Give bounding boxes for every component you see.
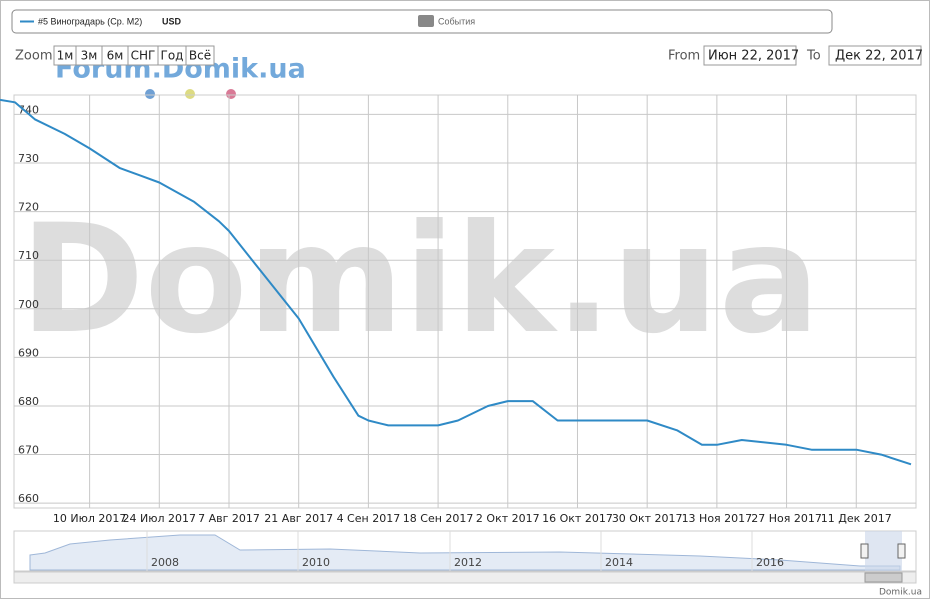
navigator-year: 2012: [454, 556, 482, 569]
to-value: Дек 22, 2017: [835, 49, 923, 64]
navigator-handle[interactable]: [897, 543, 906, 559]
to-input[interactable]: [828, 45, 922, 66]
y-tick-label: 680: [18, 395, 39, 408]
y-tick-label: 700: [18, 298, 39, 311]
scrollbar[interactable]: [13, 571, 917, 584]
from-label: From: [668, 49, 700, 64]
events-swatch: [418, 15, 434, 27]
dot: [145, 89, 155, 99]
x-tick-label: 4 Сен 2017: [337, 512, 401, 525]
x-tick-label: 21 Авг 2017: [264, 512, 333, 525]
y-tick-label: 720: [18, 201, 39, 214]
from-value: Июн 22, 2017: [708, 49, 799, 64]
credit[interactable]: Domik.ua: [879, 588, 922, 598]
legend-events[interactable]: События: [438, 16, 475, 26]
x-tick-label: 18 Сен 2017: [403, 512, 474, 525]
from-input[interactable]: [703, 45, 797, 66]
scrollbar-thumb[interactable]: [864, 572, 903, 583]
legend-currency: USD: [162, 16, 182, 26]
navigator-handle[interactable]: [860, 543, 869, 559]
to-label: To: [806, 49, 821, 64]
x-tick-label: 11 Дек 2017: [821, 512, 892, 525]
y-tick-label: 660: [18, 492, 39, 505]
y-tick-label: 730: [18, 152, 39, 165]
zoom-button-label: Всё: [189, 49, 211, 63]
zoom-button[interactable]: [185, 45, 215, 66]
x-tick-label: 27 Ноя 2017: [751, 512, 822, 525]
x-tick-label: 16 Окт 2017: [542, 512, 613, 525]
dot: [185, 89, 195, 99]
watermark: Domik.ua: [20, 193, 820, 367]
plot-area: [13, 94, 917, 509]
zoom-label: Zoom: [15, 49, 52, 64]
y-tick-label: 670: [18, 444, 39, 457]
dot: [226, 89, 236, 99]
x-tick-label: 7 Авг 2017: [198, 512, 260, 525]
legend-entry[interactable]: #5 Виноградарь (Ср. М2): [38, 16, 142, 26]
y-tick-label: 710: [18, 249, 39, 262]
y-tick-label: 740: [18, 103, 39, 116]
zoom-button-label: 3м: [81, 49, 98, 63]
zoom-button-label: 6м: [107, 49, 124, 63]
x-tick-label: 30 Окт 2017: [612, 512, 683, 525]
series-line: [0, 98, 912, 466]
y-tick-label: 690: [18, 346, 39, 359]
zoom-button-label: Год: [161, 49, 184, 63]
navigator-selection[interactable]: [865, 531, 902, 571]
x-tick-label: 10 Июл 2017: [53, 512, 127, 525]
zoom-button-label: СНГ: [131, 49, 156, 63]
x-tick-label: 24 Июл 2017: [123, 512, 197, 525]
navigator-year: 2008: [151, 556, 179, 569]
x-tick-label: 13 Ноя 2017: [682, 512, 753, 525]
x-tick-label: 2 Окт 2017: [476, 512, 540, 525]
zoom-button-label: 1м: [57, 49, 74, 63]
navigator-year: 2014: [605, 556, 633, 569]
navigator-year: 2016: [756, 556, 784, 569]
navigator-year: 2010: [302, 556, 330, 569]
